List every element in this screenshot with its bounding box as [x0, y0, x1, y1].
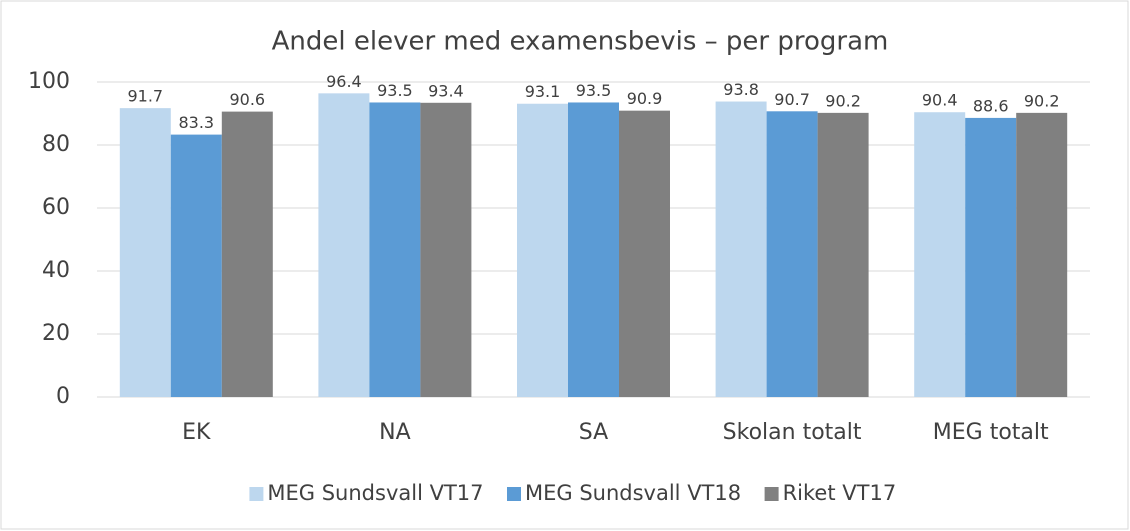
bar [817, 112, 869, 398]
y-tick-label: 40 [42, 258, 70, 283]
bar [369, 102, 421, 397]
bar [914, 112, 966, 398]
data-label: 90.9 [627, 89, 663, 108]
data-label: 93.5 [576, 81, 612, 100]
x-tick-label: NA [379, 420, 411, 445]
data-label: 90.2 [1024, 91, 1060, 110]
y-tick-label: 60 [42, 195, 70, 220]
data-label: 96.4 [326, 72, 362, 91]
y-tick-label: 0 [56, 384, 70, 409]
bar [170, 134, 222, 398]
data-label: 90.6 [229, 90, 265, 109]
data-label: 83.3 [178, 113, 214, 132]
legend-swatch [764, 487, 779, 501]
data-label: 88.6 [973, 96, 1009, 115]
bar [1016, 112, 1068, 398]
bar [965, 117, 1017, 397]
legend-label: Riket VT17 [783, 481, 897, 505]
legend-swatch [249, 487, 264, 501]
bar [517, 103, 568, 398]
x-tick-label: EK [182, 420, 211, 445]
bar [318, 93, 370, 397]
data-label: 93.8 [723, 80, 759, 99]
data-label: 90.2 [825, 91, 861, 110]
y-tick-label: 100 [28, 69, 70, 94]
bar [619, 110, 670, 397]
x-tick-label: MEG totalt [933, 420, 1049, 445]
data-label: 93.1 [525, 82, 561, 101]
legend-label: MEG Sundsvall VT18 [525, 481, 741, 505]
data-label: 91.7 [127, 87, 163, 106]
data-label: 90.7 [774, 90, 810, 109]
chart-title: Andel elever med examensbevis – per prog… [272, 27, 889, 57]
data-label: 93.5 [377, 81, 413, 100]
bar [221, 111, 273, 398]
x-tick-label: Skolan totalt [723, 420, 862, 445]
x-tick-label: SA [579, 420, 608, 445]
legend-swatch [507, 487, 521, 501]
data-label: 90.4 [922, 91, 958, 110]
legend-label: MEG Sundsvall VT17 [267, 481, 483, 505]
bar [119, 108, 171, 398]
bar [568, 102, 619, 397]
y-tick-label: 80 [42, 132, 70, 157]
bar [420, 102, 472, 397]
data-label: 93.4 [428, 81, 464, 100]
bar [715, 101, 767, 397]
bar [766, 111, 818, 398]
y-tick-label: 20 [42, 321, 70, 346]
